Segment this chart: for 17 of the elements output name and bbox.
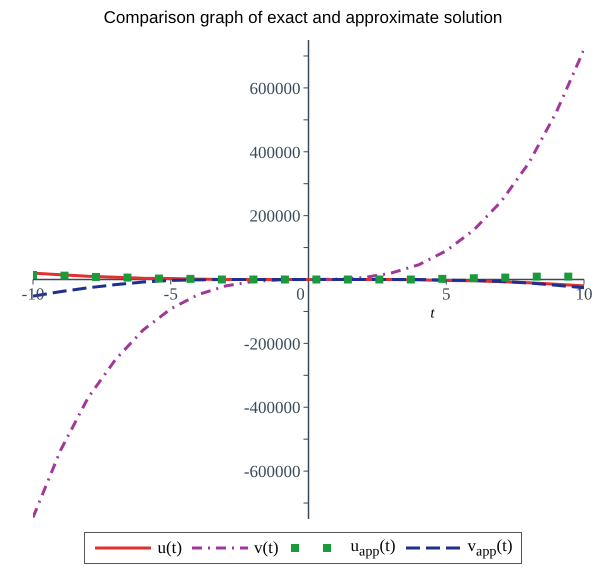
x-tick-label: 5: [442, 284, 450, 304]
x-axis-title: t: [430, 306, 436, 322]
legend-label: v$_{app}$(t): [468, 536, 513, 560]
legend-label: u(t): [157, 538, 182, 558]
x-tick-label: -5: [164, 284, 178, 304]
y-tick-label: -400000: [244, 398, 300, 418]
legend-label: u$_{app}$(t): [350, 536, 396, 560]
y-tick-label: 400000: [250, 142, 300, 162]
y-tick-label: -200000: [244, 334, 300, 354]
chart-title: Comparison graph of exact and approximate solution: [102, 8, 504, 27]
legend-label: v(t): [254, 538, 279, 558]
y-tick-label: 600000: [250, 78, 300, 98]
x-tick-label: 10: [576, 284, 592, 304]
y-tick-label: 200000: [250, 206, 300, 226]
x-tick-label: -10: [22, 284, 44, 304]
y-tick-label: -600000: [244, 462, 300, 482]
x-tick-label: 0: [296, 284, 305, 304]
